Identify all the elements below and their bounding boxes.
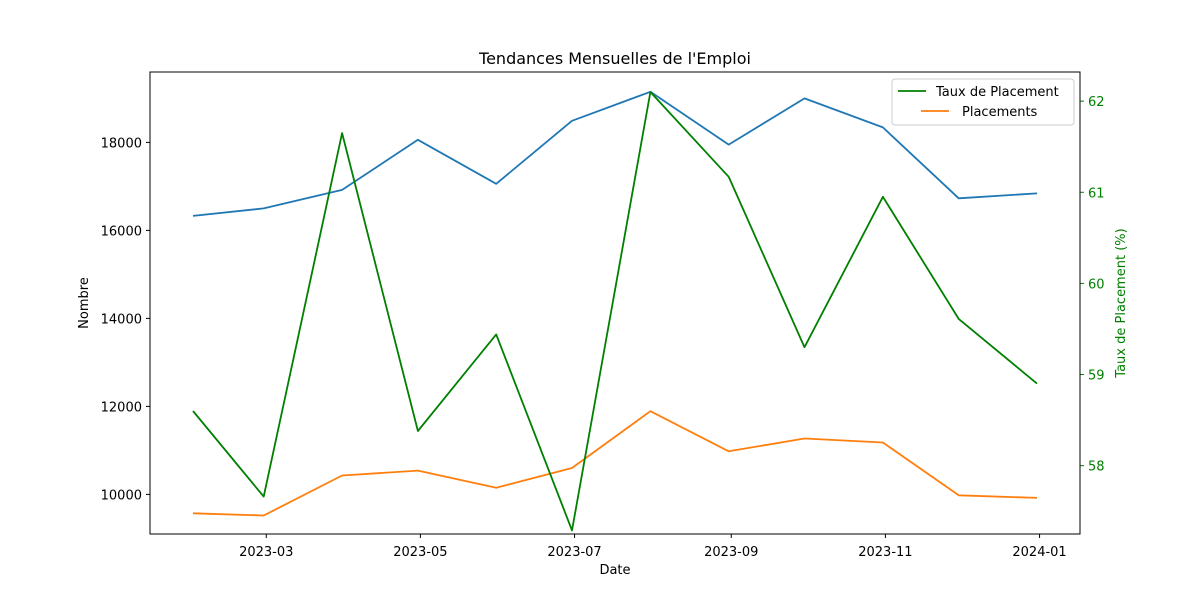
legend: Taux de Placement Placements (891, 78, 1075, 126)
y-tick-label: 18000 (101, 136, 142, 151)
x-tick-label: 2023-03 (239, 545, 293, 560)
y-tick-label: 14000 (101, 312, 142, 327)
y2-axis-label: Taux de Placement (%) (1114, 228, 1129, 378)
y2-tick-label: 58 (1088, 460, 1105, 475)
x-tick-label: 2024-01 (1012, 545, 1066, 560)
y2-tick-label: 62 (1088, 95, 1105, 110)
series-line-taux-de-placement (192, 91, 1038, 532)
y2-tick-label: 60 (1088, 277, 1105, 292)
y-tick-label: 10000 (101, 488, 142, 503)
y-tick-label: 16000 (101, 224, 142, 239)
y-tick-label: 12000 (101, 400, 142, 415)
x-tick-label: 2023-11 (858, 545, 912, 560)
x-tick-label: 2023-05 (393, 545, 447, 560)
axes-frame (149, 71, 1081, 535)
series-line-placements (192, 410, 1038, 517)
legend-label-taux: Taux de Placement (935, 85, 1059, 100)
x-tick-label: 2023-09 (704, 545, 758, 560)
y2-tick-label: 61 (1088, 186, 1105, 201)
y-axis-label: Nombre (77, 277, 92, 329)
chart-title: Tendances Mensuelles de l'Emploi (478, 49, 751, 68)
x-tick-label: 2023-07 (547, 545, 601, 560)
legend-box (891, 78, 1075, 126)
legend-label-placements: Placements (962, 105, 1038, 120)
x-axis-label: Date (599, 563, 630, 578)
y2-tick-label: 59 (1088, 369, 1105, 384)
plot-area: 2023-03 2023-05 2023-07 2023-09 2023-11 2024-… (101, 90, 1105, 560)
